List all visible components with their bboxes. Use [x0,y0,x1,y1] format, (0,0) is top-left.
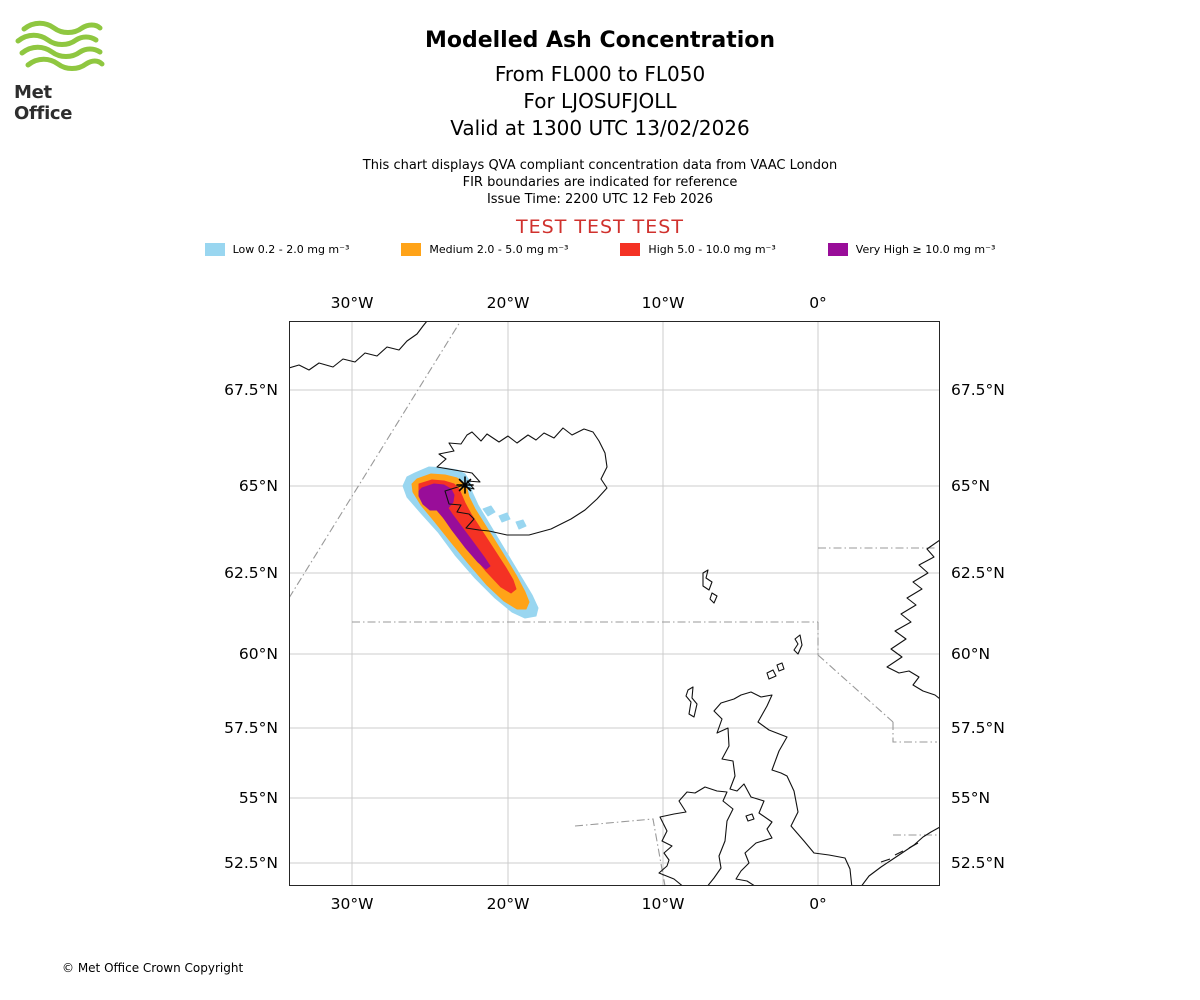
axis-tick-label: 55°N [238,789,278,807]
legend-label: High 5.0 - 10.0 mg m⁻³ [648,243,776,256]
axis-tick-label: 52.5°N [951,854,1005,872]
axis-tick-label: 62.5°N [224,564,278,582]
axis-tick-label: 65°N [951,477,991,495]
legend-item: Medium 2.0 - 5.0 mg m⁻³ [401,243,568,256]
coastline-faroe-islands-1 [702,569,713,591]
legend-item: Very High ≥ 10.0 mg m⁻³ [827,243,996,256]
fir-boundary-line [574,818,666,886]
fir-boundary-line [289,321,461,599]
coastline-greenland [289,321,428,371]
note-fir: FIR boundaries are indicated for referen… [462,175,738,190]
subtitle-flight-levels: From FL000 to FL050 [494,62,706,86]
axis-tick-label: 52.5°N [224,854,278,872]
map-frame [289,321,940,886]
axis-tick-label: 60°N [238,645,278,663]
coastline-frisian-island-3 [908,842,919,849]
coastline-outer-hebrides [685,686,698,718]
ash-contour-low [498,512,511,523]
logo-text: Met Office [14,82,73,124]
coastline-frisian-island-1 [880,858,891,863]
coastline-continental-coast [860,826,940,886]
fir-boundary-line [892,722,937,743]
axis-tick-label: 20°W [486,895,530,913]
legend-item: Low 0.2 - 2.0 mg m⁻³ [204,243,350,256]
note-qva: This chart displays QVA compliant concen… [362,158,838,173]
axis-tick-label: 30°W [330,895,374,913]
ash-contour-low [515,519,527,530]
legend-swatch [204,243,225,256]
coastline-shetland [793,634,803,655]
ash-contour-very_high [418,483,491,570]
axis-tick-label: 57.5°N [951,719,1005,737]
axis-tick-label: 10°W [641,294,685,312]
axis-tick-label: 65°N [238,477,278,495]
axis-tick-label: 0° [809,294,827,312]
axis-tick-label: 20°W [486,294,530,312]
legend-label: Very High ≥ 10.0 mg m⁻³ [855,243,996,256]
legend-swatch [401,243,422,256]
copyright-text: © Met Office Crown Copyright [62,961,244,975]
legend-item: High 5.0 - 10.0 mg m⁻³ [620,243,776,256]
axis-tick-label: 67.5°N [951,381,1005,399]
coastline-orkney-1 [766,669,777,680]
logo-wave [21,20,103,35]
legend-swatch [827,243,848,256]
map-svg [289,321,940,886]
note-issue-time: Issue Time: 2200 UTC 12 Feb 2026 [486,192,714,207]
coastline-frisian-island-2 [894,850,904,856]
volcano-marker [458,478,472,492]
map-area: 30°W 30°W 20°W 20°W 10°W 10°W 0° 0° 67.5°N 67.5°N… [224,294,1005,913]
logo-waves-graphic [15,20,105,71]
logo-wave [25,56,105,71]
ash-contour-low [482,505,496,517]
fir-boundary-line [817,654,894,723]
axis-tick-label: 67.5°N [224,381,278,399]
axis-tick-label: 55°N [951,789,991,807]
coastline-orkney-2 [776,662,785,672]
test-banner: TEST TEST TEST [516,216,684,238]
coastline-iceland [436,427,608,536]
legend-swatch [620,243,641,256]
axis-tick-label: 62.5°N [951,564,1005,582]
legend-label: Medium 2.0 - 5.0 mg m⁻³ [429,243,569,256]
met-office-logo: Met Office [14,20,114,124]
legend: Low 0.2 - 2.0 mg m⁻³ Medium 2.0 - 5.0 mg … [0,243,1200,256]
legend-label: Low 0.2 - 2.0 mg m⁻³ [232,243,350,256]
subtitle-valid-time: Valid at 1300 UTC 13/02/2026 [450,116,750,140]
coastline-isle-of-man [745,813,755,822]
chart-title: Modelled Ash Concentration [424,28,776,53]
axis-tick-label: 57.5°N [224,719,278,737]
subtitle-volcano: For LJOSUFJOLL [523,89,677,113]
axis-tick-label: 0° [809,895,827,913]
coastline-faroe-islands-2 [709,592,718,604]
coastline-norway [886,539,940,700]
axis-tick-label: 30°W [330,294,374,312]
axis-tick-label: 60°N [951,645,991,663]
axis-tick-label: 10°W [641,895,685,913]
logo-wave [15,32,99,47]
coastline-great-britain [713,691,853,886]
coastline-ireland [658,786,734,886]
logo-wave [19,44,103,59]
